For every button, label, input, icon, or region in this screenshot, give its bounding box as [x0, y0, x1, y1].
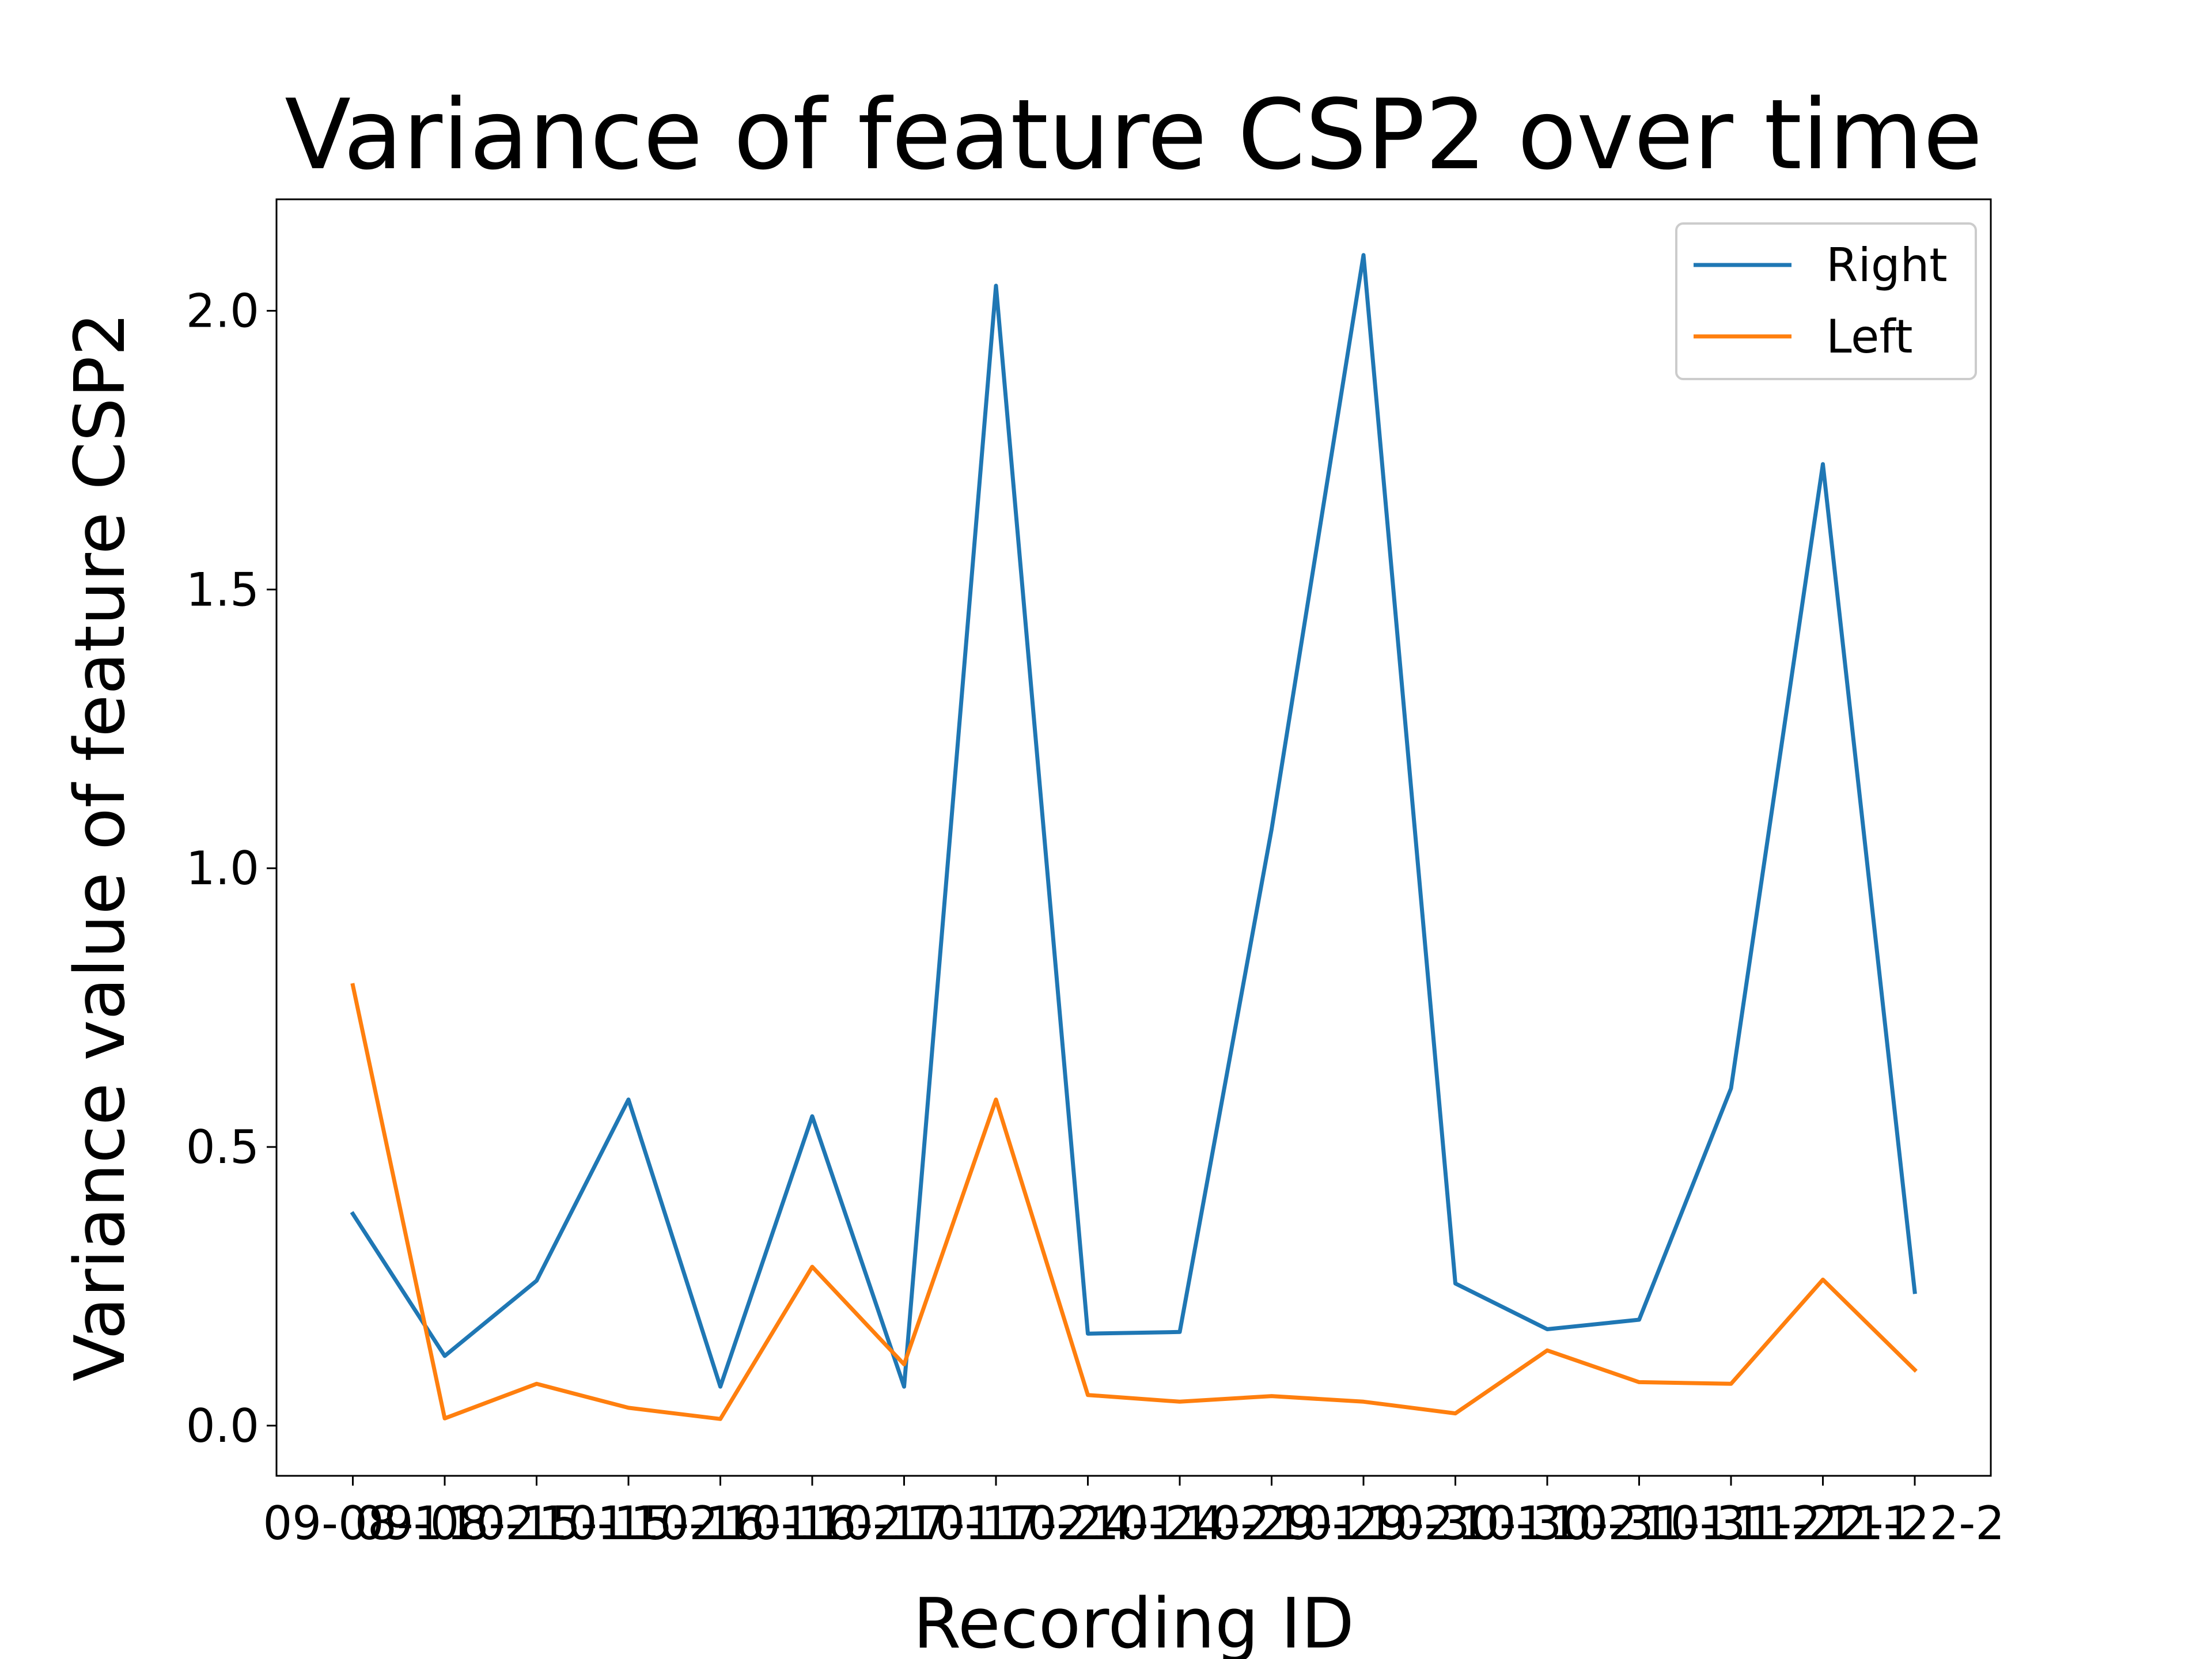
y-tick-label: 0.5 — [186, 1120, 259, 1174]
y-tick-label: 1.5 — [186, 563, 259, 616]
chart-title: Variance of feature CSP2 over time — [285, 78, 1983, 191]
x-tick-label: 09-08-2 — [355, 1497, 535, 1550]
x-tick-label: 10-16-1 — [630, 1497, 810, 1550]
x-tick-label: 10-29-1 — [1181, 1497, 1361, 1550]
legend-label-right: Right — [1826, 238, 1948, 292]
x-tick-label: 10-30-2 — [1457, 1497, 1637, 1550]
legend-box — [1675, 222, 1977, 380]
y-tick-label: 0.0 — [186, 1399, 259, 1453]
x-tick-label: 11-22-2 — [1825, 1497, 2005, 1550]
legend-label-left: Left — [1826, 310, 1913, 363]
series-line-right — [350, 253, 1917, 1389]
plot-frame — [275, 198, 1992, 1477]
x-tick-label: 10-17-1 — [814, 1497, 994, 1550]
x-tick-label: 10-16-2 — [722, 1497, 902, 1550]
x-tick-label: 10-31-1 — [1549, 1497, 1729, 1550]
x-tick-label: 10-24-1 — [998, 1497, 1177, 1550]
plot-layer: 0.00.51.01.52.009-08-109-08-210-15-110-1… — [186, 253, 2005, 1550]
x-tick-label: 10-31-2 — [1641, 1497, 1821, 1550]
x-tick-label: 10-15-1 — [446, 1497, 626, 1550]
x-axis-label: Recording ID — [913, 1584, 1354, 1659]
legend: Right Left — [1675, 222, 1977, 380]
x-tick-label: 10-17-2 — [906, 1497, 1086, 1550]
x-tick-label: 10-24-2 — [1090, 1497, 1270, 1550]
y-tick-label: 1.0 — [186, 842, 259, 895]
y-tick-label: 2.0 — [186, 285, 259, 338]
y-axis-label: Variance value of feature CSP2 — [60, 312, 141, 1381]
x-tick-label: 10-29-2 — [1274, 1497, 1453, 1550]
x-tick-label: 10-30-1 — [1365, 1497, 1545, 1550]
x-tick-label: 11-22-1 — [1733, 1497, 1912, 1550]
x-tick-label: 10-15-2 — [539, 1497, 718, 1550]
x-tick-label: 09-08-1 — [263, 1497, 442, 1550]
series-line-left — [350, 983, 1918, 1421]
